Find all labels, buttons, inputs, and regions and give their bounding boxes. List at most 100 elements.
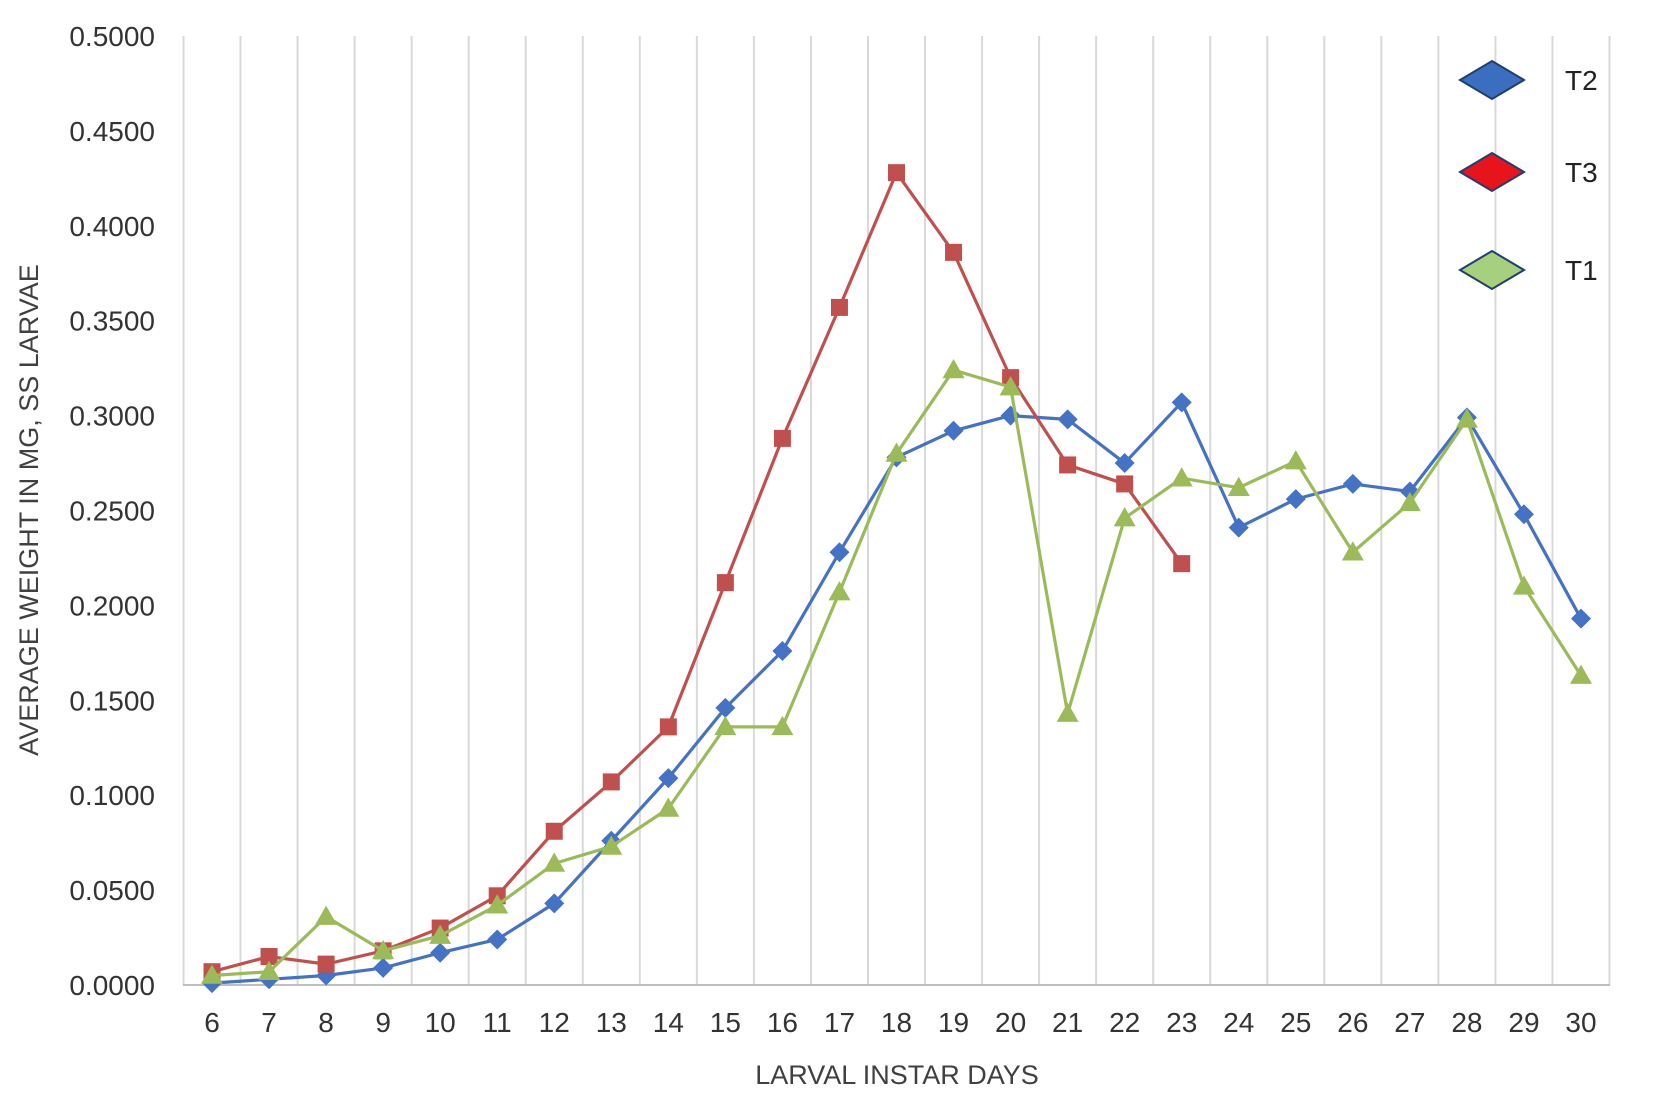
- x-tick-label: 10: [425, 1007, 456, 1038]
- x-tick-label: 27: [1394, 1007, 1425, 1038]
- data-point-t1: [1570, 664, 1592, 684]
- data-point-t1: [1512, 575, 1535, 595]
- data-point-t2: [1171, 392, 1192, 413]
- data-point-t3: [945, 243, 963, 261]
- legend-marker-icon: [1458, 151, 1526, 193]
- data-point-t3: [1116, 475, 1134, 493]
- series-t2: [202, 392, 1591, 994]
- x-tick-label: 30: [1565, 1007, 1596, 1038]
- data-point-t3: [260, 948, 278, 966]
- data-point-t1: [1056, 702, 1079, 722]
- x-tick-label: 26: [1337, 1007, 1368, 1038]
- data-point-t1: [1170, 467, 1193, 487]
- data-point-t2: [715, 697, 736, 718]
- x-tick-labels: 6 7 8 9 10 11 12 13 14 15 16 17 18 19 20 21 22 23 24 25 26 27…: [204, 1007, 1596, 1038]
- legend-label: T3: [1565, 157, 1598, 188]
- data-point-t1: [771, 715, 794, 736]
- data-point-t2: [658, 768, 679, 789]
- data-point-t1: [714, 715, 737, 736]
- data-point-t1: [942, 359, 965, 379]
- legend-label: T2: [1565, 65, 1598, 96]
- data-point-t1: [999, 376, 1022, 396]
- data-point-t3: [602, 773, 620, 791]
- data-point-t1: [885, 442, 908, 462]
- x-tick-label: 7: [261, 1007, 277, 1038]
- data-point-t1: [429, 924, 452, 944]
- data-point-t2: [1285, 489, 1306, 510]
- x-tick-label: 21: [1052, 1007, 1083, 1038]
- x-tick-label: 24: [1223, 1007, 1254, 1038]
- x-tick-label: 14: [653, 1007, 684, 1038]
- data-point-t3: [716, 574, 734, 592]
- data-point-t2: [430, 942, 451, 963]
- legend: T2 T3 T1: [1458, 59, 1598, 291]
- x-tick-label: 12: [539, 1007, 570, 1038]
- data-point-t3: [888, 164, 905, 182]
- data-point-t2: [1228, 517, 1249, 538]
- data-point-t2: [943, 420, 964, 441]
- series-line-t2: [211, 400, 1583, 985]
- data-point-t2: [772, 640, 793, 661]
- data-point-t2: [487, 929, 508, 950]
- gridlines: [182, 36, 1611, 985]
- data-point-t1: [372, 939, 395, 960]
- x-tick-label: 29: [1508, 1007, 1539, 1038]
- data-point-t2: [1513, 504, 1534, 525]
- legend-marker-icon: [1458, 249, 1526, 291]
- data-point-t1: [543, 852, 566, 872]
- y-tick-label: 0.0500: [69, 875, 155, 906]
- data-point-t2: [544, 893, 565, 914]
- data-point-t1: [1284, 450, 1307, 470]
- data-point-t3: [317, 955, 335, 973]
- series-t1: [201, 359, 1592, 984]
- x-tick-label: 6: [204, 1007, 220, 1038]
- data-point-t3: [545, 822, 563, 840]
- series-line-t3: [211, 171, 1184, 974]
- data-point-t3: [773, 429, 791, 447]
- y-tick-label: 0.1000: [69, 780, 155, 811]
- data-point-t2: [1057, 409, 1078, 430]
- data-point-t1: [1455, 408, 1478, 428]
- x-tick-label: 28: [1451, 1007, 1482, 1038]
- y-axis-title: AVERAGE WEIGHT IN MG, SS LARVAE: [14, 264, 44, 756]
- y-tick-label: 0.5000: [69, 21, 155, 52]
- x-tick-label: 22: [1109, 1007, 1140, 1038]
- x-tick-label: 8: [318, 1007, 334, 1038]
- x-tick-label: 16: [767, 1007, 798, 1038]
- legend-item-t1: T1: [1458, 249, 1598, 291]
- data-point-t3: [1059, 456, 1077, 474]
- data-point-t3: [830, 298, 848, 316]
- data-point-t2: [829, 542, 850, 563]
- data-point-t1: [1113, 507, 1136, 527]
- y-tick-labels: 0.0000 0.0500 0.1000 0.1500 0.2000 0.2500 0.30…: [69, 21, 155, 1001]
- data-point-t1: [828, 581, 851, 601]
- series-lines: [201, 164, 1592, 994]
- x-tick-label: 9: [375, 1007, 391, 1038]
- data-point-t2: [373, 957, 394, 978]
- x-tick-label: 17: [824, 1007, 855, 1038]
- legend-label: T1: [1565, 255, 1598, 286]
- data-point-t1: [258, 960, 281, 980]
- data-point-t1: [201, 964, 223, 984]
- x-tick-label: 13: [596, 1007, 627, 1038]
- x-tick-label: 20: [995, 1007, 1026, 1038]
- data-point-t3: [1173, 555, 1191, 573]
- y-tick-label: 0.4000: [69, 211, 155, 242]
- legend-marker-icon: [1458, 59, 1526, 101]
- data-point-t1: [1398, 491, 1421, 512]
- data-point-t1: [315, 905, 338, 925]
- data-point-t3: [659, 718, 677, 736]
- data-point-t1: [657, 797, 680, 817]
- y-tick-label: 0.2500: [69, 496, 155, 527]
- data-point-t1: [486, 894, 509, 914]
- data-point-t2: [1114, 453, 1135, 474]
- y-tick-label: 0.0000: [69, 970, 155, 1001]
- x-tick-label: 15: [710, 1007, 741, 1038]
- legend-item-t2: T2: [1458, 59, 1598, 101]
- data-point-t2: [1571, 608, 1591, 629]
- data-point-t1: [1227, 476, 1250, 496]
- y-tick-label: 0.3000: [69, 401, 155, 432]
- y-tick-label: 0.3500: [69, 306, 155, 337]
- y-tick-label: 0.4500: [69, 116, 155, 147]
